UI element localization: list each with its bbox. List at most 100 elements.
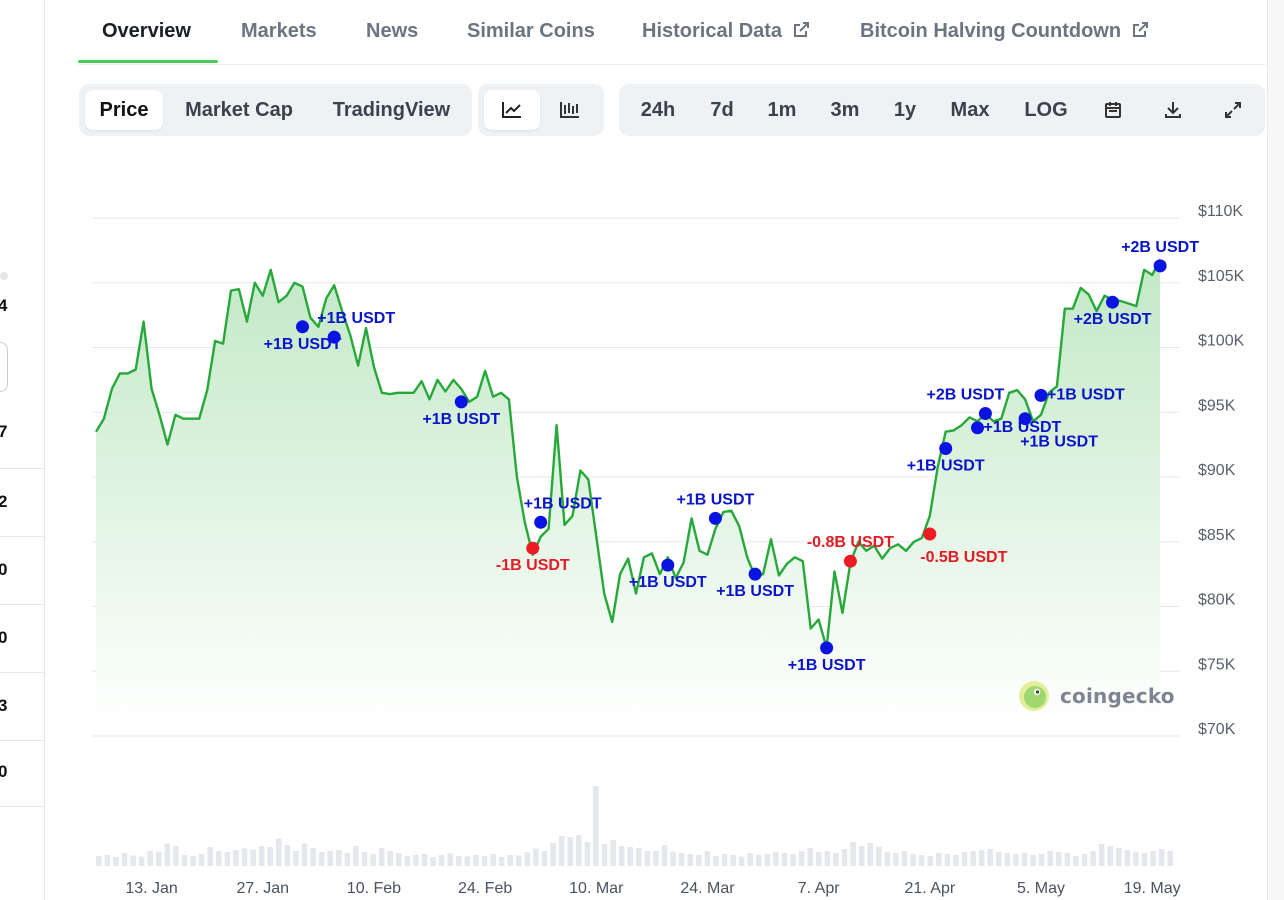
tab-news[interactable]: News (366, 20, 419, 42)
volume-bar (1038, 854, 1045, 866)
x-tick-label: 10. Mar (569, 880, 624, 897)
x-tick-label: 7. Apr (798, 880, 840, 897)
left-divider (0, 536, 44, 537)
fullscreen-button[interactable] (1211, 90, 1255, 130)
inflow-marker[interactable] (708, 511, 722, 525)
inflow-marker[interactable] (534, 515, 548, 529)
price-tab[interactable]: Price (85, 90, 163, 130)
volume-bar (1167, 851, 1173, 866)
flow-label: +1B USDT (422, 411, 500, 428)
volume-bar (661, 845, 668, 866)
inflow-marker[interactable] (327, 330, 341, 344)
candlestick-icon (560, 102, 579, 118)
volume-bar (130, 855, 136, 866)
volume-bar (850, 842, 856, 866)
tab-markets[interactable]: Markets (241, 20, 317, 42)
candlestick-button[interactable] (542, 90, 598, 130)
expand-icon (1225, 102, 1241, 118)
volume-bar (644, 851, 651, 866)
log-scale-toggle[interactable]: LOG (1024, 99, 1068, 121)
volume-bar (1150, 851, 1156, 866)
volume-bar (224, 852, 231, 866)
range-1y[interactable]: 1y (893, 99, 917, 121)
volume-bar (876, 847, 882, 866)
inflow-marker[interactable] (661, 558, 675, 572)
market-cap-tab[interactable]: Market Cap (185, 99, 293, 121)
volume-bar (490, 854, 496, 866)
outflow-marker[interactable] (923, 527, 937, 541)
volume-bar (498, 857, 505, 866)
volume-bar (961, 852, 968, 866)
volume-bar (1107, 846, 1113, 866)
volume-bar (678, 853, 685, 866)
volume-bar (567, 837, 573, 866)
range-3m[interactable]: 3m (830, 99, 860, 121)
inflow-marker[interactable] (820, 641, 834, 655)
volume-bar (318, 852, 325, 866)
inflow-marker[interactable] (296, 320, 309, 334)
volume-bar (1158, 849, 1165, 866)
flow-label: +1B USDT (264, 336, 342, 353)
inflow-marker[interactable] (748, 567, 762, 581)
left-value: 0 (0, 560, 7, 580)
volume-bar (276, 838, 282, 866)
volume-bar (636, 848, 642, 866)
range-1m[interactable]: 1m (767, 99, 797, 121)
tab-bitcoin-halving-countdown[interactable]: Bitcoin Halving Countdown (860, 20, 1149, 43)
volume-bar (816, 852, 822, 866)
volume-bar (893, 853, 899, 866)
inflow-marker[interactable] (1106, 295, 1119, 309)
left-divider (0, 468, 44, 469)
left-value: 3 (0, 696, 7, 716)
tab-similar-coins[interactable]: Similar Coins (467, 20, 595, 42)
volume-bar (456, 856, 462, 866)
range-24h[interactable]: 24h (640, 99, 676, 121)
left-value: 0 (0, 628, 7, 648)
date-range-button[interactable] (1091, 90, 1135, 130)
stablecoin-flow-annotations: +1B USDT+1B USDT+1B USDT-1B USDT+1B USDT… (264, 239, 1200, 674)
flow-label: +1B USDT (907, 458, 985, 475)
inflow-marker[interactable] (1034, 388, 1048, 402)
volume-bar (927, 856, 933, 866)
right-scroll-edge (1267, 0, 1284, 900)
download-icon (1165, 102, 1181, 118)
range-max[interactable]: Max (950, 99, 990, 121)
download-button[interactable] (1151, 90, 1195, 130)
volume-bars (96, 786, 1173, 866)
volume-bar (1124, 850, 1131, 866)
volume-bar (610, 840, 616, 866)
volume-bar (627, 847, 633, 866)
flow-label: +1B USDT (524, 495, 602, 512)
volume-bar (541, 851, 548, 866)
inflow-marker[interactable] (1018, 412, 1032, 426)
volume-bar (653, 851, 659, 866)
volume-bar (670, 852, 676, 866)
volume-bar (1073, 856, 1079, 866)
tab-overview[interactable]: Overview (102, 20, 191, 42)
inflow-marker[interactable] (939, 442, 953, 455)
range-7d[interactable]: 7d (710, 99, 734, 121)
outflow-marker[interactable] (843, 554, 857, 568)
volume-bar (884, 852, 891, 866)
panel-grip (0, 272, 8, 280)
volume-bar (293, 851, 299, 866)
line-chart-icon (502, 102, 521, 118)
volume-bar (584, 842, 591, 866)
outflow-marker[interactable] (526, 541, 540, 555)
volume-bar (173, 846, 179, 866)
inflow-marker[interactable] (1153, 259, 1167, 273)
tradingview-tab[interactable]: TradingView (332, 99, 451, 121)
range-switcher: 24h 7d 1m 3m 1y Max LOG (619, 84, 1265, 136)
left-divider (0, 740, 44, 741)
volume-bar (687, 854, 693, 866)
inflow-marker[interactable] (454, 395, 468, 409)
tab-historical-data[interactable]: Historical Data (642, 20, 810, 43)
volume-bar (96, 856, 102, 866)
line-chart-button[interactable] (484, 90, 540, 130)
x-axis-labels: 13. Jan 27. Jan 10. Feb 24. Feb 10. Mar 24. M… (125, 880, 1180, 897)
inflow-marker[interactable] (978, 407, 992, 420)
inflow-marker[interactable] (971, 421, 984, 435)
x-tick-label: 13. Jan (125, 880, 177, 897)
volume-bar (970, 851, 976, 866)
